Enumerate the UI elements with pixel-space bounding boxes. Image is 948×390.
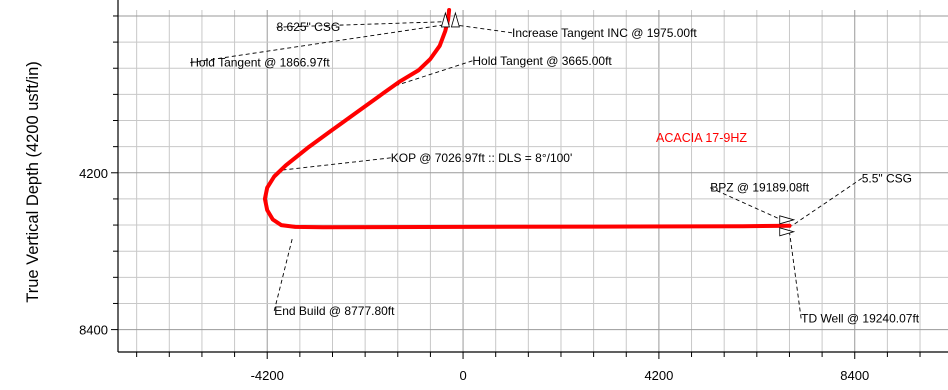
grid-lines: [118, 10, 948, 352]
annotation-label: 8.625" CSG: [277, 20, 341, 34]
x-tick-label: 8400: [840, 368, 869, 383]
casing-triangle: [779, 215, 796, 225]
casing-triangle: [779, 227, 796, 237]
x-tick-label: 4200: [644, 368, 673, 383]
axes: [111, 0, 948, 359]
annotation-label: Hold Tangent @ 3665.00ft: [472, 54, 612, 68]
annotation-label: Hold Tangent @ 1866.97ft: [190, 56, 330, 70]
x-tick-label: -4200: [251, 368, 284, 383]
annotation-label: Increase Tangent INC @ 1975.00ft: [512, 26, 697, 40]
casing-markers: [440, 11, 796, 237]
casing-triangle: [440, 11, 450, 28]
casing-marker-td: [779, 215, 796, 237]
annotation-leader: [393, 60, 473, 87]
annotation-label: KOP @ 7026.97ft :: DLS = 8°/100': [391, 151, 573, 165]
annotation-label: TD Well @ 19240.07ft: [801, 311, 920, 325]
casing-triangle: [450, 11, 460, 28]
y-tick-label: 4200: [79, 166, 108, 181]
well-path-series: [262, 8, 792, 230]
well-path-line: [262, 8, 792, 230]
annotation-label: BPZ @ 19189.08ft: [710, 181, 810, 195]
casing-marker-top: [440, 11, 460, 28]
x-tick-label: 0: [459, 368, 466, 383]
annotation-label: 5.5" CSG: [862, 171, 912, 185]
y-tick-label: 8400: [79, 323, 108, 338]
annotation-leader: [791, 178, 862, 227]
annotation-leader: [273, 236, 294, 312]
annotation-leader: [190, 24, 447, 64]
labels: -4200 0 4200 8400 4200 8400 8.625" CSG Increase…: [79, 20, 920, 383]
well-name-label: ACACIA 17-9HZ: [656, 131, 747, 145]
annotation-leader: [281, 157, 391, 171]
annotation-leader: [276, 21, 450, 28]
annotation-label: End Build @ 8777.80ft: [274, 304, 395, 318]
annotation-leader: [789, 231, 802, 319]
y-axis-title: True Vertical Depth (4200 usft/in): [24, 61, 42, 303]
